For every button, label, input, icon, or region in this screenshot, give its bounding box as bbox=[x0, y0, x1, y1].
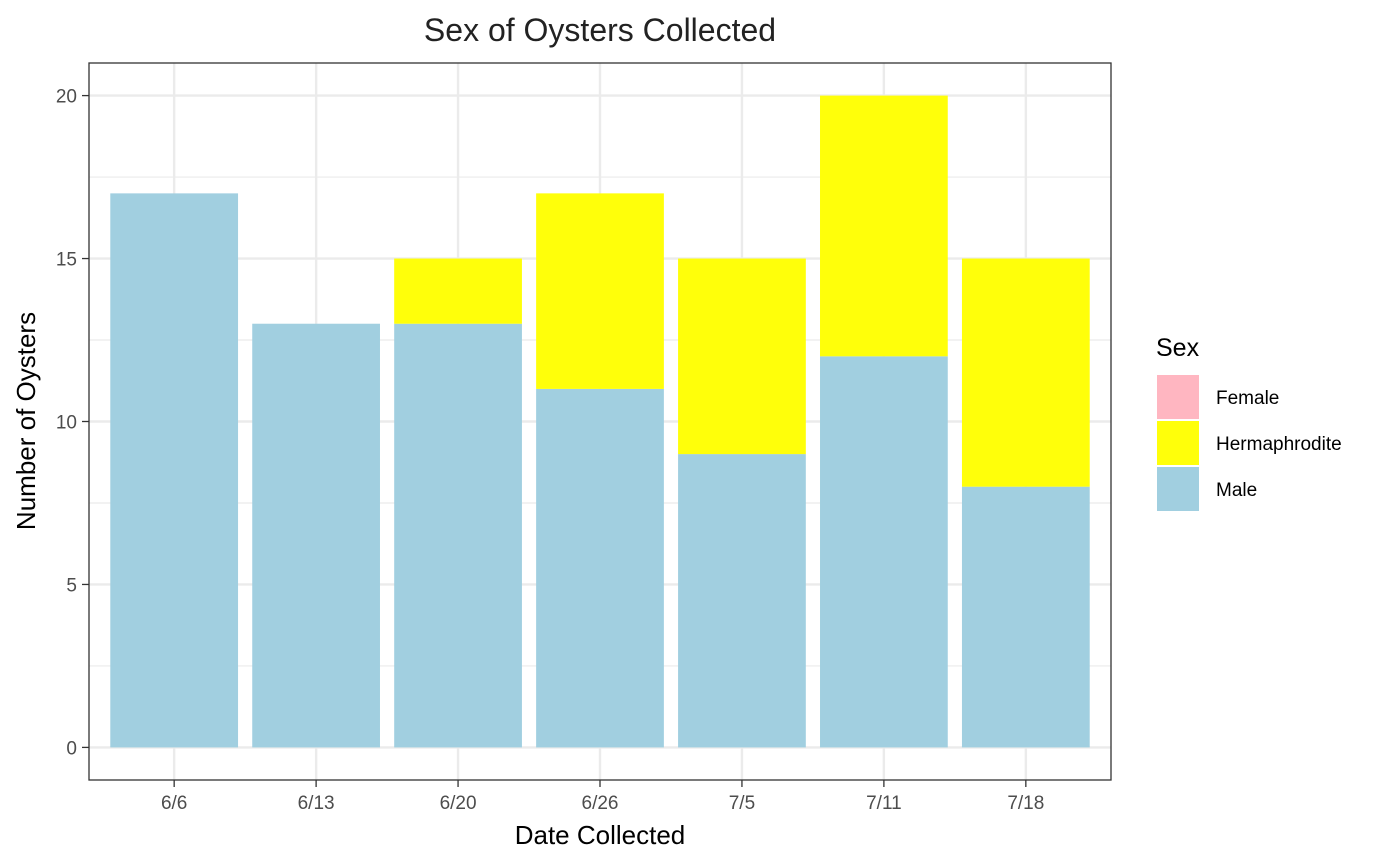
bar-hermaphrodite-7-5 bbox=[678, 258, 806, 455]
legend-key-male bbox=[1157, 467, 1199, 511]
bars bbox=[110, 95, 1090, 748]
bar-male-7-11 bbox=[820, 356, 948, 748]
x-tick-label: 6/6 bbox=[161, 793, 187, 814]
legend-label-female: Female bbox=[1216, 388, 1279, 409]
y-tick-label: 5 bbox=[66, 575, 77, 596]
bar-hermaphrodite-7-11 bbox=[820, 95, 948, 357]
x-tick-label: 7/11 bbox=[866, 793, 902, 814]
bar-male-6-13 bbox=[252, 323, 380, 748]
x-tick-label: 7/5 bbox=[729, 793, 755, 814]
bar-male-6-6 bbox=[110, 193, 239, 748]
x-axis: 6/6 6/13 6/20 6/26 7/5 7/11 7/18 bbox=[161, 780, 1044, 814]
y-tick-label: 15 bbox=[56, 250, 77, 271]
bar-hermaphrodite-6-26 bbox=[536, 193, 664, 389]
bar-hermaphrodite-7-18 bbox=[961, 258, 1090, 487]
bar-male-6-20 bbox=[394, 323, 522, 748]
legend-label-hermaphrodite: Hermaphrodite bbox=[1216, 434, 1342, 455]
y-tick-label: 0 bbox=[66, 738, 77, 759]
legend-key-hermaphrodite bbox=[1157, 421, 1199, 465]
legend-key-female bbox=[1157, 375, 1199, 419]
x-tick-label: 7/18 bbox=[1007, 793, 1044, 814]
bar-male-7-5 bbox=[678, 454, 806, 748]
bar-hermaphrodite-6-20 bbox=[394, 258, 522, 324]
y-axis-title: Number of Oysters bbox=[11, 312, 41, 530]
x-tick-label: 6/20 bbox=[440, 793, 477, 814]
y-tick-label: 20 bbox=[56, 87, 77, 108]
legend-title: Sex bbox=[1156, 334, 1200, 362]
x-axis-title: Date Collected bbox=[515, 820, 686, 850]
x-tick-label: 6/26 bbox=[582, 793, 619, 814]
chart-title: Sex of Oysters Collected bbox=[424, 12, 776, 48]
x-tick-label: 6/13 bbox=[298, 793, 335, 814]
y-tick-label: 10 bbox=[56, 413, 77, 434]
bar-male-6-26 bbox=[536, 388, 664, 748]
bar-male-7-18 bbox=[961, 486, 1090, 748]
y-axis: 0 5 10 15 20 bbox=[56, 87, 89, 759]
legend: Sex Female Hermaphrodite Male bbox=[1156, 334, 1342, 511]
legend-label-male: Male bbox=[1216, 480, 1257, 501]
